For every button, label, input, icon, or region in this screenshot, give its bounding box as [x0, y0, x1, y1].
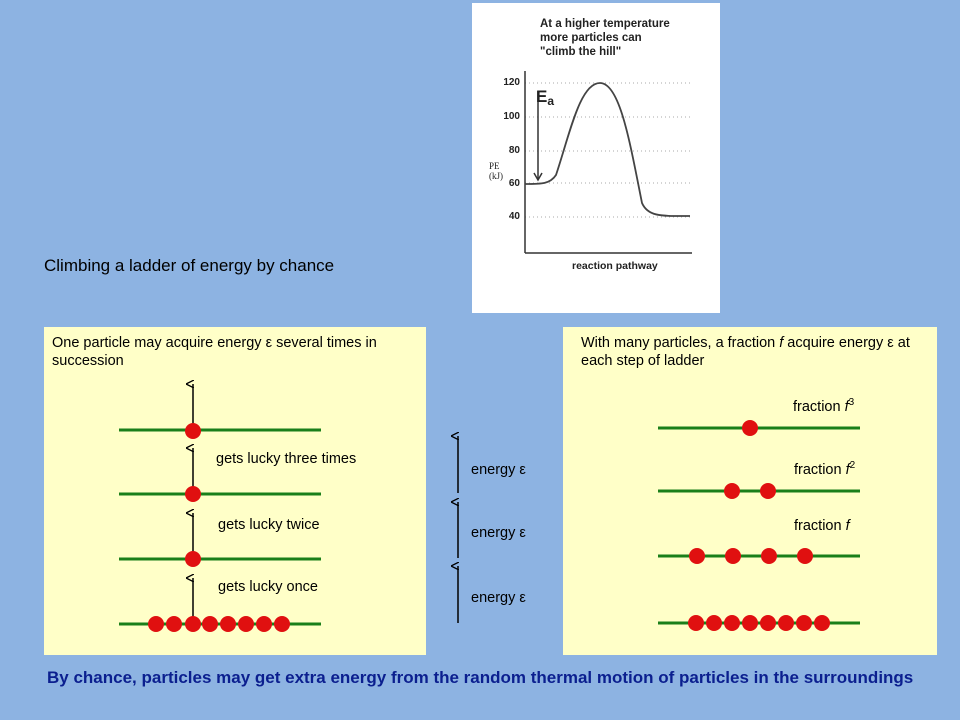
fraction-exp-3: 3	[848, 397, 855, 408]
energy-step-arrows	[440, 420, 550, 623]
label-lucky-twice: gets lucky twice	[218, 517, 320, 533]
particle	[797, 548, 813, 564]
particle	[760, 615, 776, 631]
particle	[238, 616, 254, 632]
fraction-word-3: fraction	[793, 398, 845, 415]
particle	[796, 615, 812, 631]
many-particles-panel: With many particles, a fraction f acquir…	[563, 327, 937, 655]
single-particle-ladder	[119, 327, 321, 632]
y-axis-label-line-1: PE	[489, 161, 500, 171]
fraction-var-2: f	[845, 461, 850, 478]
particle	[220, 616, 236, 632]
energy-profile-graph: At a higher temperature more particles c…	[472, 3, 720, 313]
graph-caption-line-3: "climb the hill"	[540, 46, 622, 58]
intro-f: f	[779, 335, 784, 351]
graph-caption: At a higher temperature more particles c…	[540, 17, 710, 59]
label-fraction-f: fraction f	[794, 518, 850, 534]
fraction-exp-2: 2	[849, 460, 856, 471]
label-lucky-three: gets lucky three times	[216, 451, 357, 467]
section-title: Climbing a ladder of energy by chance	[44, 256, 335, 275]
particle	[148, 616, 164, 632]
fraction-var-1: f	[845, 518, 850, 534]
label-lucky-once: gets lucky once	[218, 579, 318, 595]
energy-label-2: energy ε	[471, 525, 526, 541]
ea-label-e: E	[536, 87, 548, 106]
y-tick-40: 40	[508, 211, 520, 222]
energy-label-1: energy ε	[471, 462, 526, 478]
particle	[742, 420, 758, 436]
fraction-word-2: fraction	[794, 461, 846, 478]
single-particle-intro: One particle may acquire energy ε severa…	[52, 335, 377, 369]
particle	[185, 423, 201, 439]
particle	[688, 615, 704, 631]
y-tick-120: 120	[503, 77, 520, 88]
particle	[689, 548, 705, 564]
fraction-var-3: f	[844, 398, 849, 415]
particle	[724, 615, 740, 631]
single-particle-panel: One particle may acquire energy ε severa…	[44, 327, 426, 655]
label-fraction-f2: fraction f2	[794, 460, 855, 478]
particle	[202, 616, 218, 632]
particle	[814, 615, 830, 631]
y-tick-60: 60	[508, 178, 520, 189]
particle	[778, 615, 794, 631]
particle	[256, 616, 272, 632]
particle	[760, 483, 776, 499]
y-axis-label: PE (kJ)	[489, 161, 503, 181]
graph-caption-line-2: more particles can	[540, 32, 642, 44]
particle	[185, 616, 201, 632]
y-axis-label-line-2: (kJ)	[489, 171, 503, 181]
y-tick-80: 80	[508, 145, 520, 156]
many-particles-intro: With many particles, a fraction f acquir…	[581, 334, 941, 370]
particle	[742, 615, 758, 631]
label-fraction-f3: fraction f3	[793, 397, 854, 415]
particle	[724, 483, 740, 499]
intro-pre: With many particles, a fraction	[581, 335, 780, 351]
energy-profile-plot	[524, 71, 692, 254]
y-tick-100: 100	[503, 111, 520, 122]
energy-curve	[524, 82, 691, 217]
intro-post: acquire energy ε at each step of ladder	[581, 335, 910, 369]
x-axis-label: reaction pathway	[572, 260, 658, 272]
ea-label-sub: a	[547, 94, 555, 108]
particle	[725, 548, 741, 564]
graph-caption-line-1: At a higher temperature	[540, 18, 670, 30]
particle	[706, 615, 722, 631]
particle	[274, 616, 290, 632]
many-particles-ladder	[658, 420, 860, 631]
ea-label: Ea	[536, 87, 554, 108]
particle	[166, 616, 182, 632]
particle	[185, 486, 201, 502]
energy-label-3: energy ε	[471, 590, 526, 606]
particle	[761, 548, 777, 564]
fraction-word-1: fraction	[794, 518, 846, 534]
particle	[185, 551, 201, 567]
ea-arrow-head	[533, 172, 543, 182]
footer-statement: By chance, particles may get extra energ…	[47, 668, 914, 687]
